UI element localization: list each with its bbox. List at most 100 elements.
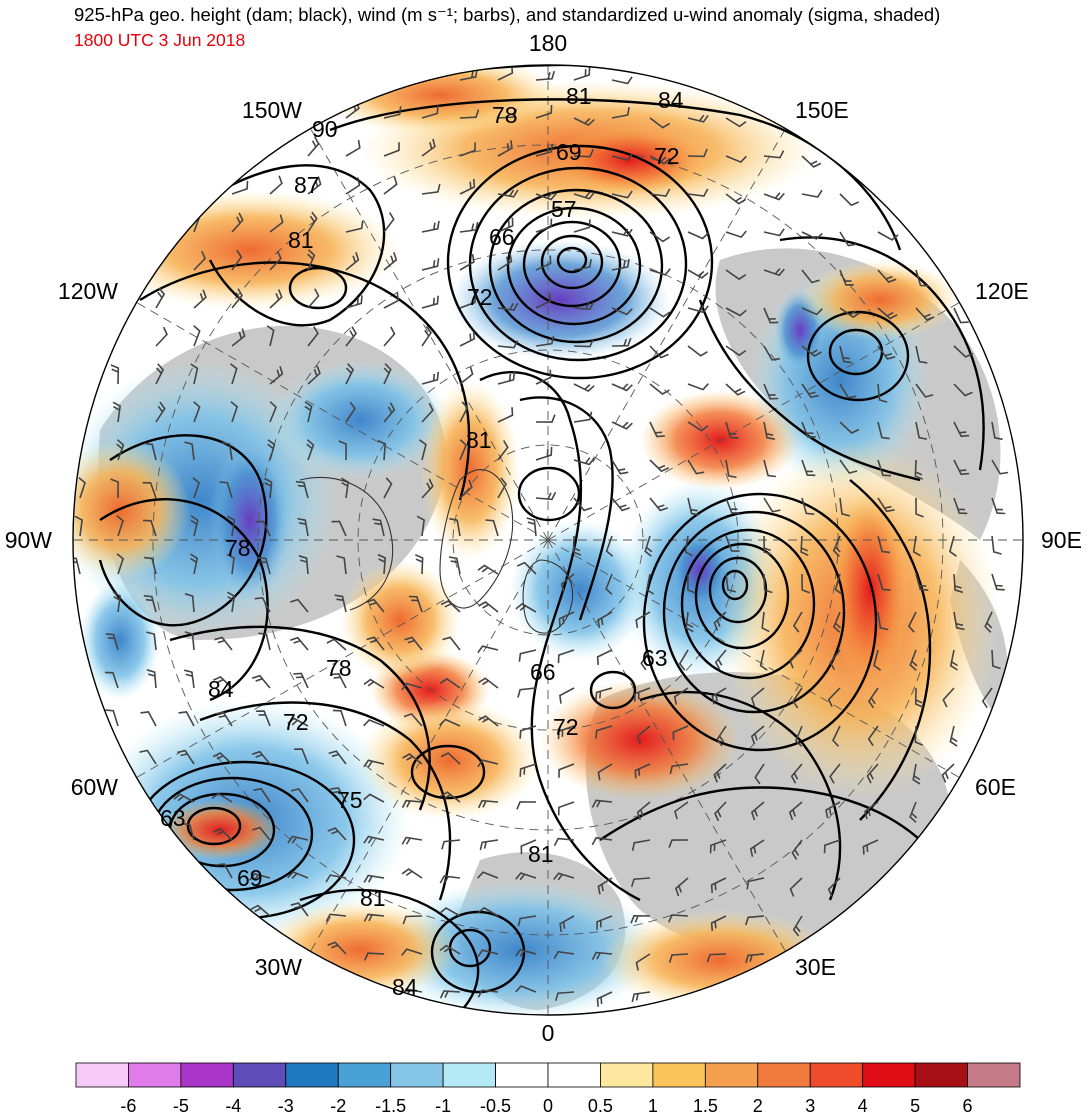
lon-label-90w: 90W [5, 527, 53, 553]
wind-barb [573, 497, 592, 512]
wind-barb [725, 117, 747, 128]
wind-barb [949, 649, 958, 671]
wind-barb [535, 192, 557, 201]
wind-barb [192, 477, 200, 499]
wind-barb [941, 763, 955, 783]
wind-barb [763, 383, 779, 400]
colorbar-swatch [862, 1062, 916, 1088]
colorbar-swatch [704, 1062, 759, 1088]
wind-barb [516, 561, 537, 575]
colorbar-swatch [285, 1062, 339, 1088]
wind-barb [363, 913, 385, 922]
wind-barb [646, 573, 655, 595]
wind-barb [953, 611, 965, 631]
wind-barb [497, 302, 519, 311]
wind-barb [801, 269, 820, 284]
wind-barb [459, 109, 480, 119]
wind-barb [801, 573, 810, 594]
wind-barb [520, 839, 537, 855]
wind-barb [307, 249, 316, 271]
wind-barb [877, 459, 891, 477]
wind-barb [635, 611, 651, 629]
height-label: 72 [283, 709, 309, 735]
height-label: 78 [326, 655, 352, 681]
wind-barb [839, 193, 860, 207]
wind-barb [559, 915, 575, 932]
height-label: 63 [160, 805, 186, 831]
wind-barb [674, 801, 689, 820]
longitude-labels: 180 150E 120E 90E 60E 30E 0 30W 60W 90W … [5, 30, 1082, 1046]
wind-barb [725, 269, 747, 281]
wind-barb [307, 176, 322, 195]
wind-barb [155, 401, 166, 423]
wind-barb [421, 258, 440, 271]
colorbar-swatch [232, 1062, 287, 1088]
wind-barb [421, 478, 434, 499]
wind-barb [298, 555, 309, 575]
wind-barb [477, 871, 499, 879]
wind-barb [789, 649, 803, 669]
wind-barb [596, 991, 613, 1007]
wind-barb [789, 877, 803, 897]
wind-barb [193, 325, 201, 347]
wind-barb [725, 421, 739, 439]
wind-barb [909, 649, 918, 671]
wind-barb [112, 401, 121, 423]
wind-barb [173, 793, 195, 803]
colorbar-tick-label: -0.5 [480, 1096, 511, 1112]
meridian-line [547, 128, 786, 541]
wind-barb [991, 421, 1003, 441]
wind-barb [497, 371, 516, 385]
wind-barb [794, 725, 803, 747]
wind-barb [595, 687, 613, 701]
wind-barb [143, 595, 157, 613]
wind-barb [763, 573, 773, 594]
wind-barb [611, 258, 630, 271]
height-label: 72 [654, 143, 680, 169]
wind-barb [140, 711, 157, 727]
height-label: 63 [642, 645, 668, 671]
colorbar-tick-label: 0 [543, 1096, 553, 1112]
wind-barb [573, 383, 595, 393]
lon-label-150e: 150E [795, 97, 849, 123]
wind-barb [611, 421, 633, 430]
wind-barb [307, 365, 321, 385]
wind-barb [144, 556, 157, 575]
wind-barb [685, 611, 694, 633]
wind-barb [725, 230, 747, 239]
wind-barb [591, 951, 613, 961]
wind-barb [421, 138, 436, 157]
wind-barb [713, 763, 727, 783]
wind-barb [687, 459, 705, 475]
wind-barb [605, 535, 614, 557]
wind-barb [363, 952, 385, 961]
wind-barb [402, 915, 423, 925]
wind-barb [649, 117, 671, 129]
wind-barb [331, 520, 347, 537]
wind-barb [383, 326, 396, 347]
wind-barb [678, 649, 689, 671]
wind-barb [459, 68, 478, 81]
wind-barb [459, 330, 476, 347]
wind-barb [649, 459, 670, 473]
wind-barb [866, 763, 879, 784]
lon-label-120e: 120E [975, 278, 1029, 304]
wind-barb [611, 76, 633, 85]
wind-barb [915, 383, 934, 398]
wind-barb [269, 214, 284, 233]
wind-barb [401, 799, 423, 809]
wind-barb [184, 631, 195, 651]
wind-barb [823, 839, 841, 854]
wind-barb [307, 136, 320, 157]
wind-barb [754, 763, 765, 785]
wind-barb [193, 401, 201, 423]
wind-barb [116, 515, 124, 537]
wind-barb [459, 479, 473, 499]
wind-barb [827, 687, 841, 708]
wind-barb [421, 402, 434, 423]
colorbar-swatch [757, 1062, 811, 1088]
wind-barb [557, 725, 575, 740]
colorbar-tick-label: 5 [910, 1096, 920, 1112]
wind-barb [214, 636, 233, 651]
wind-barb [440, 600, 461, 613]
